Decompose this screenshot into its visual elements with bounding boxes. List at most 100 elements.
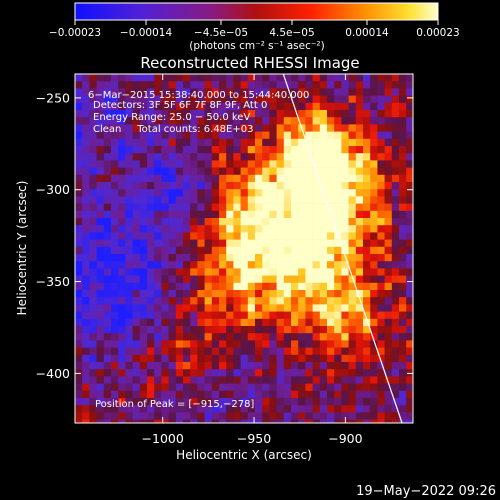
heatmap-cell	[132, 81, 141, 89]
heatmap-cell	[103, 254, 112, 262]
heatmap-cell	[247, 88, 256, 96]
heatmap-cell	[75, 153, 83, 161]
heatmap-cell	[211, 138, 220, 147]
heatmap-cell	[111, 261, 119, 269]
heatmap-cell	[312, 369, 321, 377]
heatmap-cell	[355, 340, 364, 348]
heatmap-cell	[312, 347, 321, 356]
heatmap-cell	[125, 340, 133, 348]
heatmap-cell	[269, 398, 277, 406]
heatmap-cell	[183, 189, 191, 197]
heatmap-cell	[118, 160, 126, 168]
heatmap-cell	[197, 146, 205, 154]
heatmap-cell	[298, 290, 306, 298]
heatmap-cell	[89, 369, 97, 377]
heatmap-cell	[89, 419, 97, 423]
heatmap-cell	[399, 311, 407, 320]
heatmap-cell	[125, 210, 133, 219]
heatmap-cell	[305, 311, 313, 320]
heatmap-cell	[168, 275, 177, 284]
heatmap-cell	[132, 333, 141, 341]
heatmap-cell	[211, 232, 220, 240]
heatmap-cell	[391, 203, 400, 212]
heatmap-cell	[175, 138, 184, 147]
heatmap-cell	[327, 419, 335, 423]
heatmap-cell	[247, 74, 256, 82]
heatmap-cell	[341, 405, 349, 413]
heatmap-cell	[111, 88, 119, 96]
heatmap-cell	[175, 232, 184, 240]
heatmap-cell	[147, 333, 155, 341]
heatmap-cell	[240, 239, 249, 248]
heatmap-cell	[355, 354, 364, 363]
heatmap-cell	[175, 311, 184, 320]
heatmap-cell	[211, 362, 220, 370]
axis-ticks: −1000 −950 −900−250−300−350−400	[36, 74, 413, 446]
heatmap-cell	[219, 390, 227, 399]
heatmap-cell	[175, 218, 184, 226]
heatmap-cell	[132, 398, 141, 406]
heatmap-cell	[363, 419, 371, 423]
heatmap-cell	[89, 232, 97, 240]
heatmap-cell	[111, 74, 119, 82]
heatmap-cell	[233, 282, 241, 291]
heatmap-cell	[111, 340, 119, 348]
heatmap-cell	[125, 246, 133, 255]
heatmap-cell	[175, 74, 184, 82]
heatmap-cell	[183, 326, 191, 334]
heatmap-cell	[233, 354, 241, 363]
heatmap-cell	[197, 376, 205, 384]
heatmap-cell	[96, 239, 105, 248]
heatmap-cell	[82, 333, 90, 341]
heatmap-cell	[125, 218, 133, 226]
heatmap-cell	[341, 261, 349, 269]
heatmap-cell	[247, 182, 256, 190]
heatmap-cell	[384, 102, 393, 111]
heatmap-cell	[391, 412, 400, 420]
heatmap-cell	[406, 174, 413, 183]
heatmap-cell	[370, 398, 378, 406]
heatmap-cell	[147, 268, 155, 276]
heatmap-cell	[283, 261, 292, 269]
heatmap-cell	[75, 146, 83, 154]
heatmap-cell	[89, 412, 97, 420]
heatmap-cell	[219, 167, 227, 176]
heatmap-cell	[147, 95, 155, 104]
heatmap-cell	[283, 102, 292, 111]
heatmap-cell	[103, 160, 112, 168]
heatmap-cell	[247, 297, 256, 305]
heatmap-cell	[240, 412, 249, 420]
heatmap-cell	[154, 210, 162, 219]
heatmap-cell	[161, 398, 169, 406]
heatmap-cell	[399, 412, 407, 420]
heatmap-cell	[276, 246, 285, 255]
heatmap-cell	[233, 376, 241, 384]
heatmap-cell	[327, 124, 335, 132]
heatmap-cell	[348, 74, 357, 82]
heatmap-cell	[355, 333, 364, 341]
heatmap-cell	[103, 326, 112, 334]
heatmap-cell	[183, 95, 191, 104]
heatmap-cell	[147, 218, 155, 226]
heatmap-cell	[276, 95, 285, 104]
heatmap-cell	[269, 124, 277, 132]
heatmap-cell	[276, 254, 285, 262]
heatmap-cell	[384, 189, 393, 197]
heatmap-cell	[363, 383, 371, 392]
heatmap-cell	[377, 304, 385, 312]
heatmap-cell	[103, 340, 112, 348]
heatmap-cell	[391, 110, 400, 118]
heatmap-cell	[111, 290, 119, 298]
heatmap-cell	[219, 376, 227, 384]
heatmap-cell	[161, 333, 169, 341]
heatmap-cell	[175, 326, 184, 334]
heatmap-cell	[89, 225, 97, 233]
heatmap-cell	[161, 74, 169, 82]
heatmap-cell	[276, 376, 285, 384]
heatmap-cell	[348, 326, 357, 334]
heatmap-cell	[118, 117, 126, 125]
heatmap-cell	[399, 326, 407, 334]
heatmap-cell	[247, 354, 256, 363]
heatmap-cell	[319, 153, 328, 161]
heatmap-cell	[147, 369, 155, 377]
